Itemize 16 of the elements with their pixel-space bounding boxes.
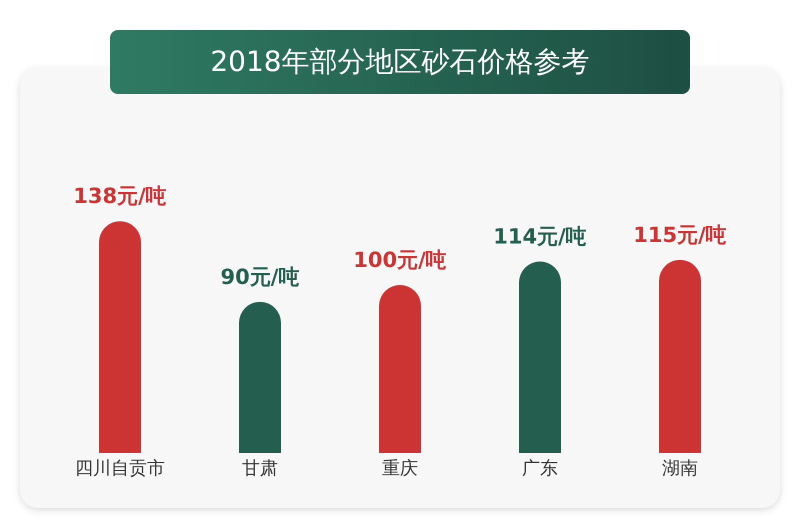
chart-title: 2018年部分地区砂石价格参考	[110, 30, 690, 94]
data-label: 138元/吨	[73, 184, 167, 208]
bar	[659, 260, 701, 453]
x-tick-label: 四川自贡市	[75, 458, 165, 479]
x-tick-label: 重庆	[382, 458, 418, 479]
bar	[239, 302, 281, 453]
x-tick-label: 甘肃	[242, 458, 278, 479]
bar	[379, 285, 421, 453]
x-tick-label: 广东	[522, 458, 558, 479]
data-label: 100元/吨	[353, 248, 447, 272]
data-label: 114元/吨	[493, 224, 587, 248]
data-label: 90元/吨	[220, 264, 300, 289]
data-label: 115元/吨	[633, 222, 727, 247]
bar	[99, 221, 141, 453]
bar	[519, 262, 561, 453]
x-tick-label: 湖南	[662, 458, 698, 479]
